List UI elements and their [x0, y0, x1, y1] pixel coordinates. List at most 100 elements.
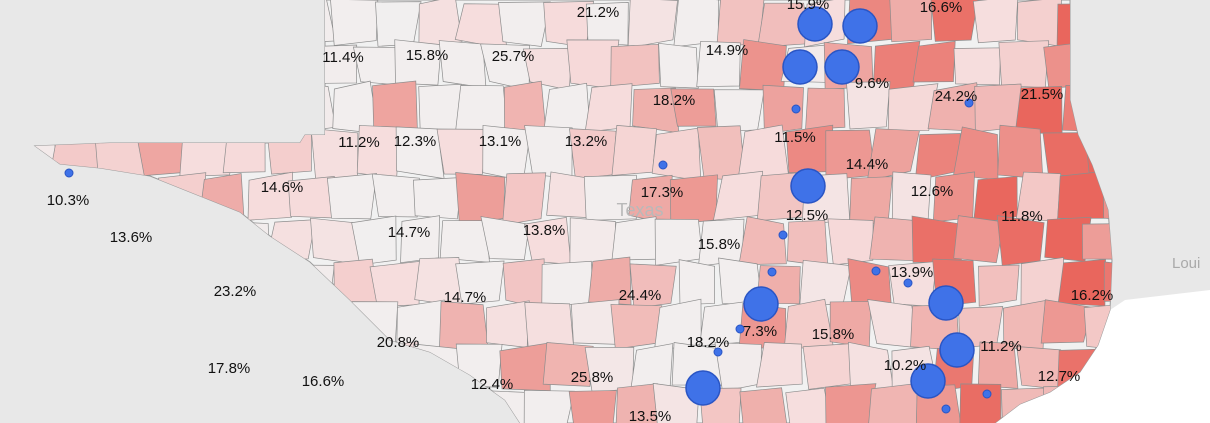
small-dot-marker[interactable] [713, 347, 723, 357]
large-bubble-marker[interactable] [797, 6, 833, 42]
county[interactable] [887, 83, 939, 132]
county[interactable] [67, 262, 122, 304]
county[interactable] [583, 174, 637, 221]
county-layer[interactable] [7, 0, 1150, 423]
county[interactable] [111, 174, 159, 221]
county[interactable] [311, 384, 360, 423]
county[interactable] [158, 172, 207, 226]
small-dot-marker[interactable] [735, 324, 745, 334]
county[interactable] [242, 83, 293, 127]
large-bubble-marker[interactable] [782, 49, 818, 85]
county[interactable] [889, 0, 932, 43]
small-dot-marker[interactable] [941, 404, 951, 414]
county[interactable] [630, 343, 674, 388]
county[interactable] [716, 0, 765, 49]
county[interactable] [114, 259, 164, 302]
county[interactable] [502, 172, 547, 226]
county[interactable] [867, 382, 918, 423]
county[interactable] [135, 132, 185, 176]
county[interactable] [68, 85, 118, 132]
county[interactable] [50, 308, 103, 350]
county[interactable] [179, 300, 229, 351]
county[interactable] [394, 39, 442, 86]
county[interactable] [455, 172, 506, 225]
large-bubble-marker[interactable] [790, 168, 826, 204]
county[interactable] [1056, 3, 1106, 47]
county[interactable] [1043, 41, 1091, 89]
county[interactable] [27, 260, 78, 307]
county[interactable] [977, 341, 1019, 389]
county[interactable] [1017, 0, 1063, 47]
county[interactable] [972, 0, 1019, 44]
county[interactable] [200, 83, 248, 135]
county[interactable] [827, 218, 874, 266]
county[interactable] [805, 87, 846, 130]
county[interactable] [785, 387, 833, 423]
county[interactable] [439, 220, 490, 263]
county[interactable] [198, 173, 245, 225]
large-bubble-marker[interactable] [743, 286, 779, 322]
county[interactable] [222, 131, 266, 174]
county[interactable] [756, 342, 803, 388]
county[interactable] [825, 383, 877, 423]
county[interactable] [869, 216, 919, 262]
county[interactable] [268, 302, 318, 349]
county[interactable] [393, 385, 442, 423]
county[interactable] [678, 259, 715, 305]
county[interactable] [178, 216, 227, 267]
county[interactable] [68, 0, 114, 47]
county[interactable] [1104, 86, 1146, 136]
county[interactable] [159, 82, 206, 134]
small-dot-marker[interactable] [982, 389, 992, 399]
county[interactable] [333, 258, 379, 306]
large-bubble-marker[interactable] [910, 363, 946, 399]
county[interactable] [439, 301, 489, 351]
county[interactable] [154, 0, 204, 50]
county[interactable] [111, 83, 158, 132]
county[interactable] [787, 220, 829, 267]
county[interactable] [70, 349, 122, 393]
county[interactable] [611, 124, 657, 176]
county[interactable] [247, 171, 294, 221]
county[interactable] [629, 263, 677, 309]
county[interactable] [351, 215, 397, 266]
large-bubble-marker[interactable] [685, 370, 721, 406]
county[interactable] [199, 0, 244, 45]
county[interactable] [7, 389, 57, 423]
county[interactable] [221, 301, 272, 346]
county[interactable] [267, 38, 314, 87]
county[interactable] [1020, 257, 1066, 306]
county[interactable] [326, 173, 378, 220]
county[interactable] [94, 387, 145, 423]
large-bubble-marker[interactable] [939, 332, 975, 368]
county[interactable] [568, 390, 617, 423]
county[interactable] [136, 305, 186, 345]
county[interactable] [179, 41, 231, 87]
county[interactable] [953, 215, 1005, 264]
marker-layer[interactable] [64, 6, 992, 414]
county[interactable] [673, 0, 719, 48]
county[interactable] [978, 264, 1020, 307]
large-bubble-marker[interactable] [824, 49, 860, 85]
county[interactable] [227, 382, 267, 423]
county[interactable] [480, 216, 530, 260]
county[interactable] [912, 40, 956, 83]
county[interactable] [1088, 44, 1133, 92]
county[interactable] [8, 133, 60, 181]
county[interactable] [371, 173, 420, 218]
county[interactable] [100, 41, 146, 90]
county[interactable] [498, 1, 551, 47]
county[interactable] [541, 260, 594, 309]
county[interactable] [738, 216, 787, 266]
county[interactable] [1106, 0, 1151, 45]
county[interactable] [953, 47, 1002, 86]
county[interactable] [12, 44, 60, 91]
county[interactable] [418, 0, 463, 49]
county[interactable] [52, 382, 102, 423]
county[interactable] [584, 83, 633, 133]
county[interactable] [28, 82, 75, 132]
county[interactable] [1084, 126, 1132, 177]
county[interactable] [455, 260, 505, 305]
county[interactable] [610, 43, 660, 88]
